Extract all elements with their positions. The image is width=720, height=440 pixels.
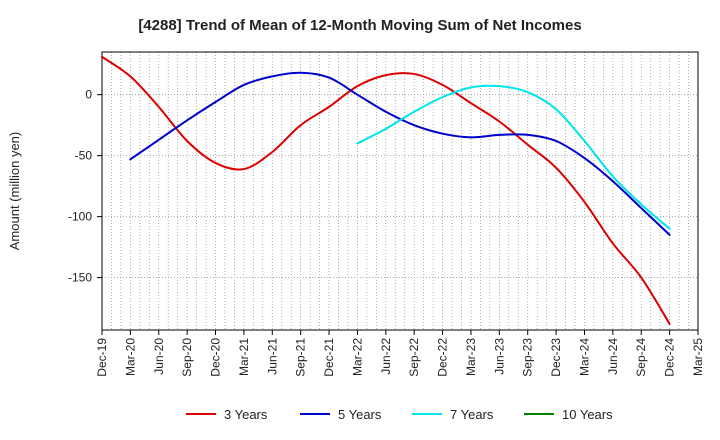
grid [102,52,698,330]
x-axis-ticks: Dec-19 Mar-20 Jun-20 Sep-20 Dec-20 Mar-21 Jun-… [95,330,705,377]
x-tick-label: Jun-24 [606,338,620,375]
x-tick-label: Sep-21 [294,338,308,377]
x-tick-label: Mar-25 [691,338,705,376]
x-tick-label: Jun-21 [265,338,279,375]
x-tick-label: Dec-21 [322,338,336,377]
y-tick-label: -100 [68,210,92,224]
y-tick-label: 0 [85,88,92,102]
x-tick-label: Dec-22 [436,338,450,377]
x-tick-label: Sep-24 [634,338,648,377]
plot-frame [101,51,699,331]
legend-label-1: 3 Years [224,407,268,422]
x-tick-label: Mar-24 [577,338,591,376]
series-line-3 [356,84,671,230]
series-layer [101,55,671,325]
y-tick-label: -150 [68,271,92,285]
x-tick-label: Mar-20 [123,338,137,376]
x-tick-label: Sep-20 [180,338,194,377]
series-line-1 [101,55,671,325]
y-tick-label: -50 [75,149,93,163]
x-tick-label: Jun-22 [379,338,393,375]
legend: 3 Years 5 Years 7 Years 10 Years [186,407,613,422]
x-tick-label: Dec-19 [95,338,109,377]
x-tick-label: Sep-23 [521,338,535,377]
legend-label-3: 7 Years [450,407,494,422]
legend-label-4: 10 Years [562,407,613,422]
x-tick-label: Mar-22 [350,338,364,376]
y-axis-label: Amount (million yen) [7,132,22,251]
x-tick-label: Jun-23 [492,338,506,375]
legend-label-2: 5 Years [338,407,382,422]
x-tick-label: Mar-21 [237,338,251,376]
x-tick-label: Jun-20 [152,338,166,375]
x-tick-label: Dec-24 [663,338,677,377]
chart-title: [4288] Trend of Mean of 12-Month Moving … [138,17,581,34]
series-line-2 [129,71,671,236]
x-tick-label: Dec-23 [549,338,563,377]
x-tick-label: Mar-23 [464,338,478,376]
x-tick-label: Sep-22 [407,338,421,377]
x-tick-label: Dec-20 [209,338,223,377]
y-axis-ticks: 0 -50 -100 -150 [68,88,102,285]
